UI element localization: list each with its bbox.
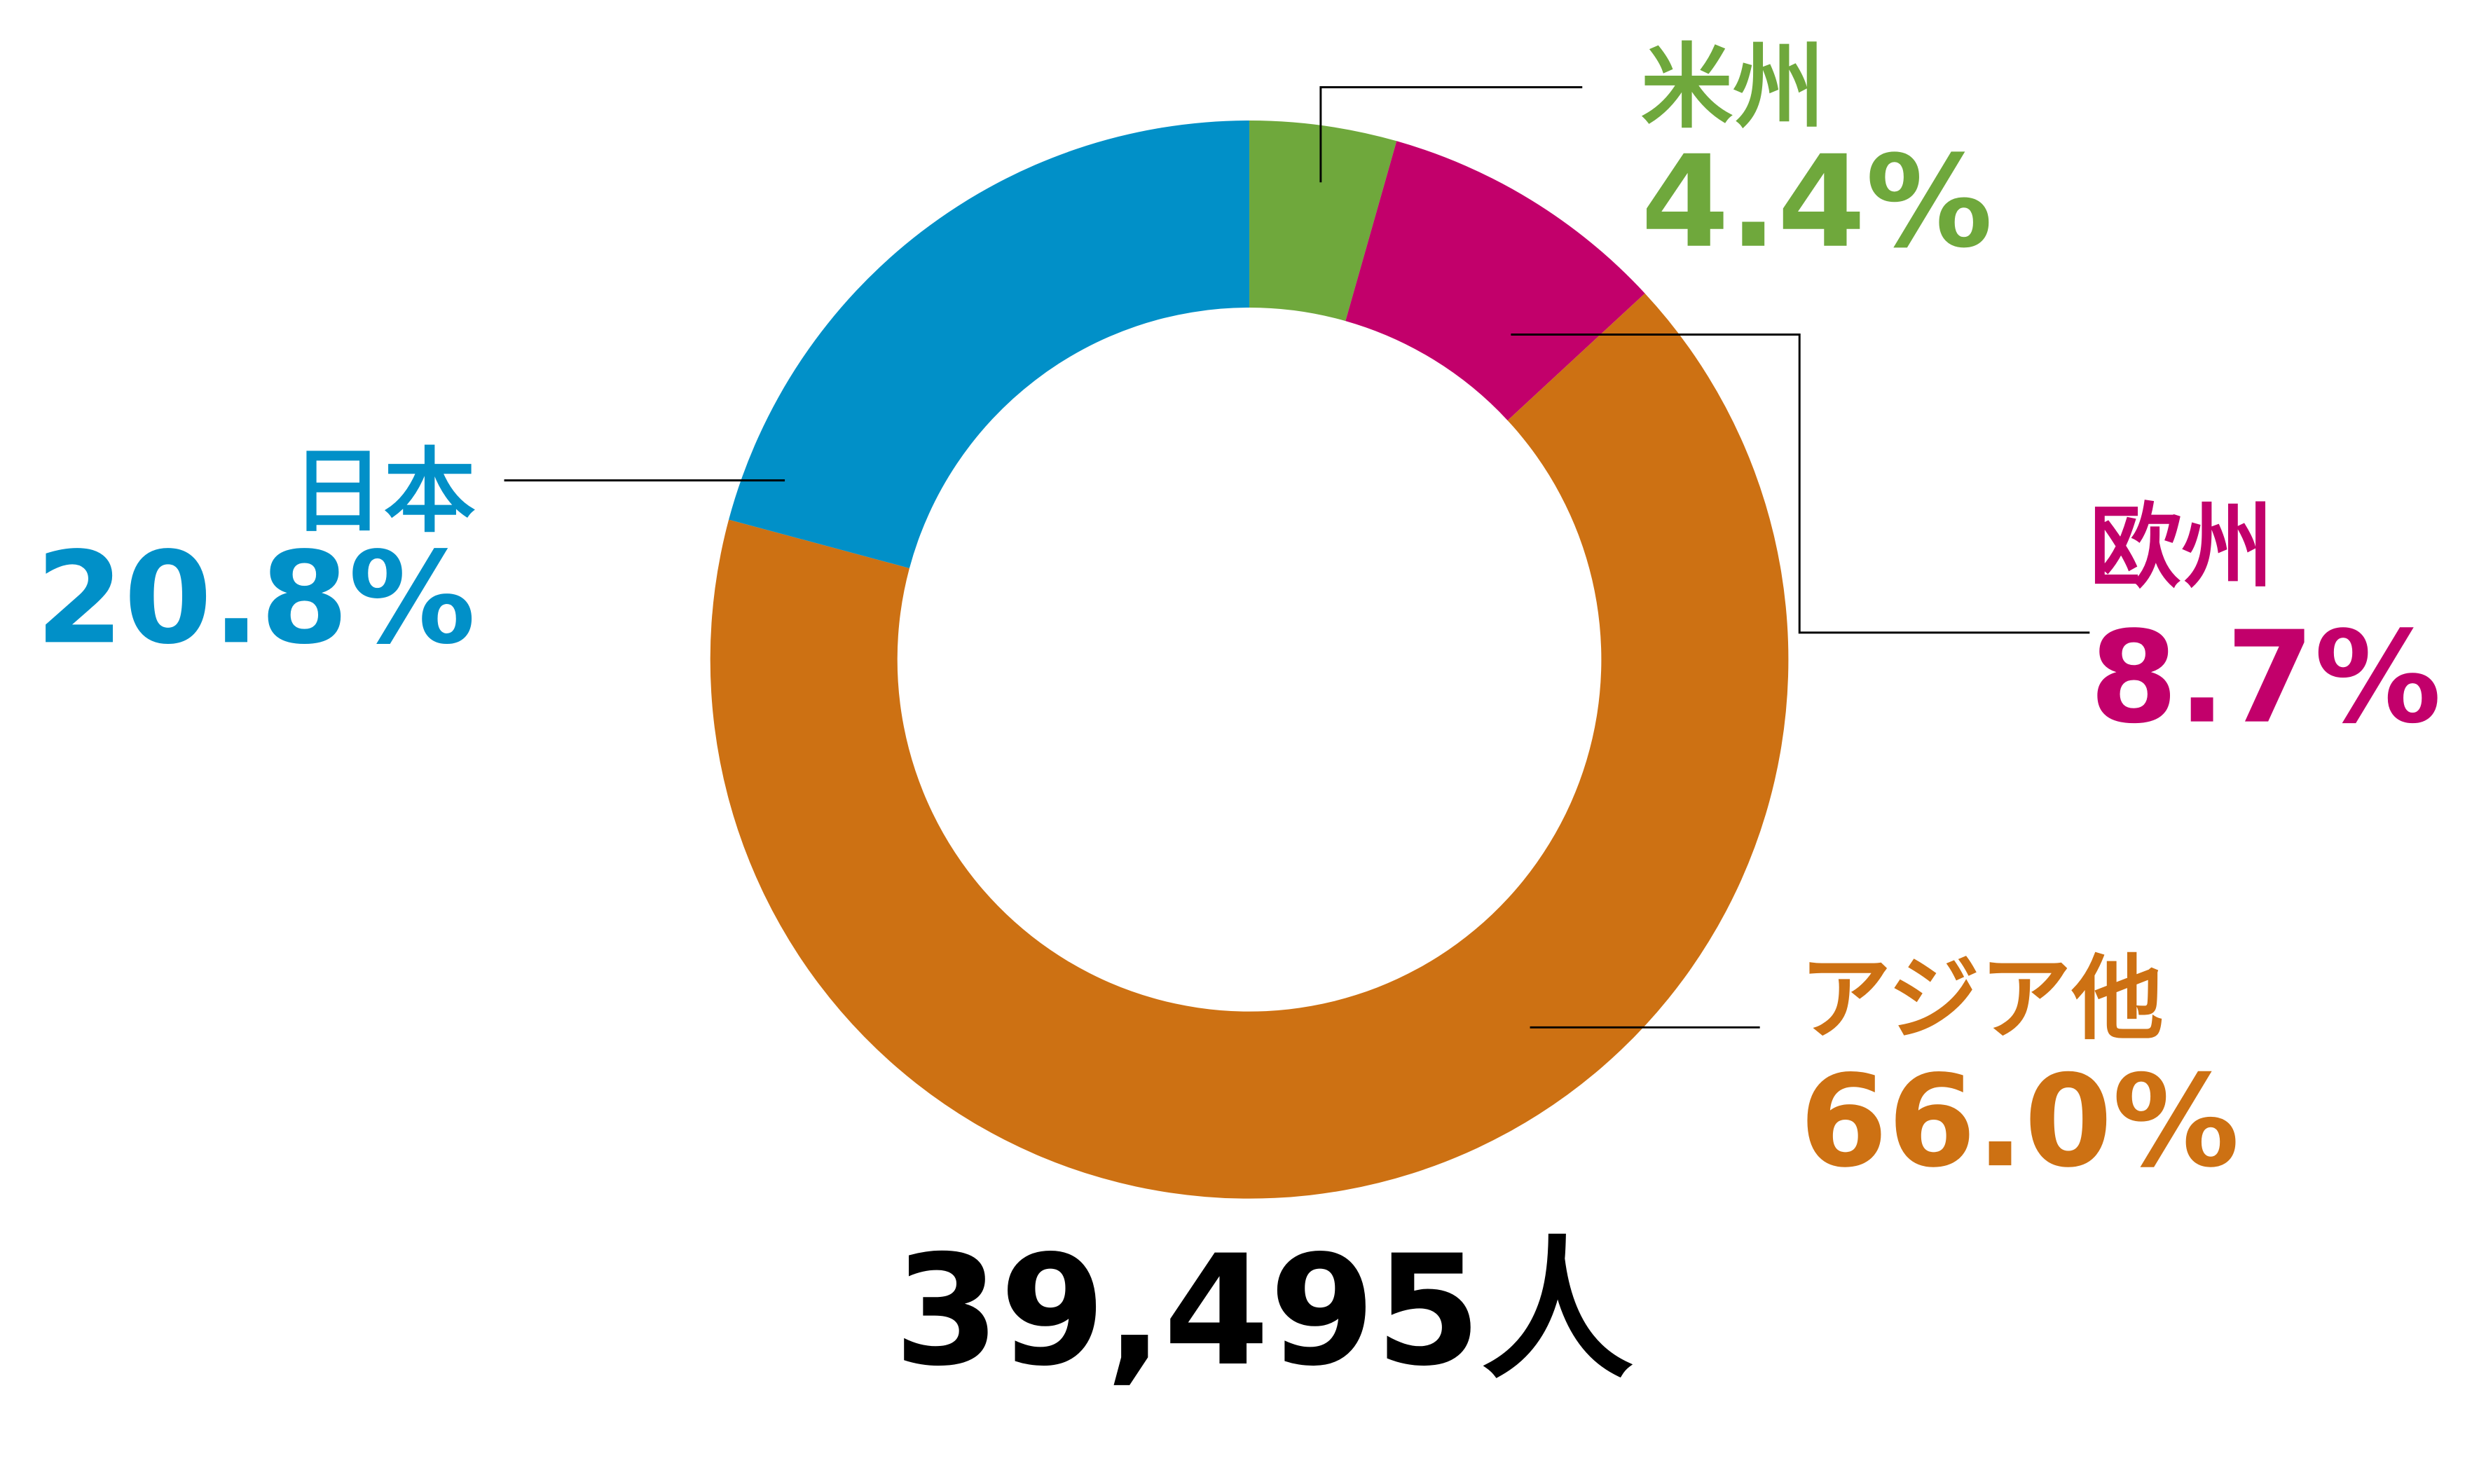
category-label: 欧州 [2089,493,2273,600]
leader-line [1511,334,2090,634]
category-label: 米州 [1641,34,1825,141]
value-label: 66.0% [1799,1047,2239,1195]
value-label: 20.8% [36,524,476,672]
leader-line [1319,86,1583,183]
value-label: 4.4% [1641,128,1993,276]
donut-slice [710,293,1789,1199]
total-label: 39,495人 [894,1223,1633,1400]
value-label: 8.7% [2089,604,2441,752]
category-label: 日本 [291,438,475,545]
donut-slice [1249,121,1397,322]
category-label: アジア他 [1799,945,2164,1052]
donut-slice [1345,141,1645,421]
donut-slice [729,120,1250,568]
